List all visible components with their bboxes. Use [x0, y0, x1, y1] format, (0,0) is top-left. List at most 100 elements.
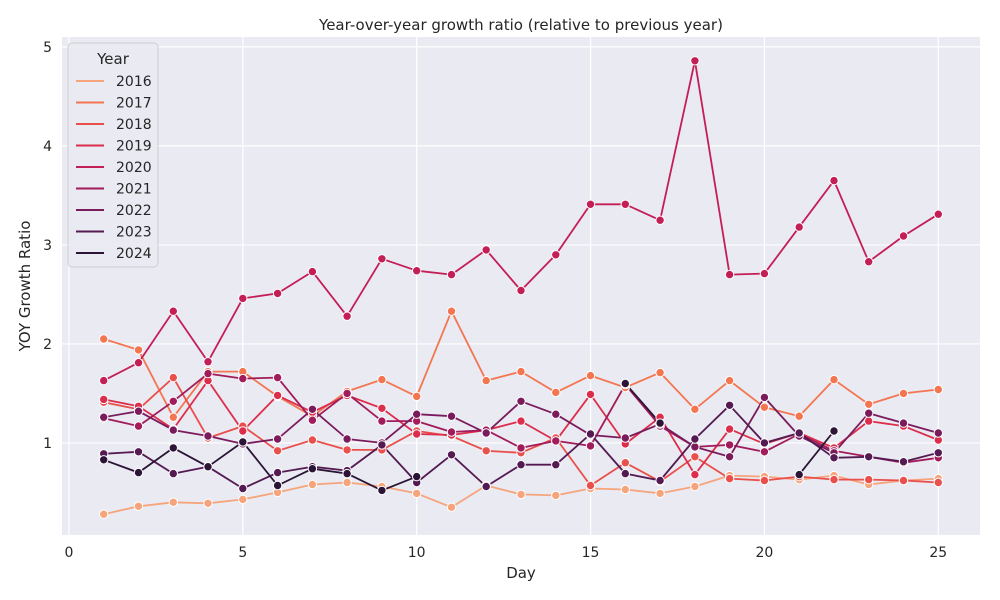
data-point-2022 [690, 442, 700, 452]
data-point-2024 [238, 437, 248, 447]
data-point-2020 [551, 250, 561, 260]
data-point-2020 [655, 215, 665, 225]
x-tick-label: 5 [238, 545, 247, 561]
data-point-2022 [203, 431, 213, 441]
data-point-2024 [794, 469, 804, 480]
data-point-2017 [898, 388, 909, 399]
data-point-2021 [238, 373, 248, 384]
legend-label: 2019 [116, 139, 152, 155]
data-point-2018 [898, 475, 909, 486]
data-point-2017 [585, 370, 596, 381]
data-point-2020 [238, 293, 248, 304]
data-point-2019 [377, 403, 387, 413]
data-point-2020 [133, 358, 144, 368]
data-point-2019 [724, 424, 735, 434]
data-point-2019 [585, 389, 596, 400]
legend-entry-2020: 2020 [76, 160, 152, 176]
legend-entry-2023: 2023 [76, 225, 152, 241]
data-point-2016 [307, 479, 318, 490]
data-point-2016 [655, 488, 665, 499]
data-point-2016 [168, 497, 179, 507]
data-point-2020 [342, 311, 352, 321]
data-point-2020 [585, 199, 596, 210]
data-point-2019 [516, 416, 526, 426]
data-point-2024 [412, 471, 422, 482]
data-point-2020 [620, 199, 630, 210]
data-point-2022 [724, 452, 735, 462]
data-point-2017 [99, 334, 109, 344]
legend-entry-2018: 2018 [76, 117, 152, 133]
x-tick-labels: 0 5 10 15 20 25 [64, 545, 947, 561]
data-point-2016 [412, 488, 422, 499]
data-point-2023 [377, 440, 387, 450]
data-point-2020 [446, 269, 457, 280]
data-point-2017 [655, 367, 665, 378]
data-point-2019 [238, 426, 248, 436]
data-point-2021 [133, 421, 144, 431]
data-point-2021 [516, 443, 526, 453]
data-point-2017 [481, 375, 491, 386]
data-point-2020 [168, 306, 179, 316]
data-point-2024 [307, 464, 318, 474]
data-point-2019 [99, 394, 109, 405]
data-point-2023 [759, 438, 770, 448]
series-points [99, 56, 943, 519]
legend-label: 2017 [116, 96, 152, 112]
data-point-2021 [551, 436, 561, 446]
data-point-2020 [864, 257, 874, 267]
y-tick-labels: 1 2 3 4 5 [43, 40, 52, 452]
data-point-2016 [690, 481, 700, 492]
legend-entry-2024: 2024 [76, 246, 152, 262]
data-point-2021 [203, 368, 213, 379]
legend: Year 2016 2017 2018 2019 2020 2021 2022 2023 202… [67, 42, 159, 268]
data-point-2018 [724, 473, 735, 484]
data-point-2016 [203, 498, 213, 508]
data-point-2017 [724, 375, 735, 386]
legend-entry-2021: 2021 [76, 182, 152, 198]
data-point-2022 [133, 406, 144, 416]
data-point-2016 [342, 477, 352, 488]
chart-title: Year-over-year growth ratio (relative to… [318, 16, 723, 34]
data-point-2016 [99, 509, 109, 519]
data-point-2022 [307, 404, 318, 414]
data-point-2016 [551, 490, 561, 501]
legend-entry-2022: 2022 [76, 203, 152, 219]
x-tick-label: 25 [929, 545, 947, 561]
data-point-2020 [759, 268, 770, 279]
data-point-2023 [446, 450, 457, 460]
data-point-2019 [412, 429, 422, 439]
data-point-2020 [481, 245, 491, 255]
data-point-2022 [864, 408, 874, 418]
data-point-2020 [99, 375, 109, 386]
data-point-2022 [272, 434, 283, 444]
x-axis-label: Day [506, 564, 536, 582]
data-point-2022 [759, 392, 770, 403]
data-point-2017 [516, 366, 526, 377]
data-point-2020 [933, 209, 943, 219]
data-point-2020 [412, 266, 422, 276]
data-point-2017 [864, 399, 874, 409]
data-point-2021 [168, 396, 179, 406]
data-point-2020 [203, 357, 213, 367]
y-axis-label: YOY Growth Ratio [16, 221, 34, 353]
data-point-2023 [690, 434, 700, 444]
y-tick-label: 2 [43, 337, 52, 353]
x-tick-label: 15 [582, 545, 600, 561]
legend-label: 2024 [116, 246, 152, 262]
data-point-2016 [620, 484, 630, 495]
data-point-2024 [203, 462, 213, 472]
data-point-2023 [516, 460, 526, 470]
data-point-2017 [794, 411, 804, 421]
data-point-2024 [99, 455, 109, 465]
data-point-2017 [377, 374, 387, 385]
data-point-2021 [724, 440, 735, 450]
data-point-2018 [759, 475, 770, 486]
data-point-2024 [620, 378, 630, 389]
data-point-2017 [412, 391, 422, 402]
legend-title: Year [96, 50, 130, 68]
legend-label: 2021 [116, 182, 152, 198]
data-point-2018 [690, 452, 700, 462]
data-point-2017 [551, 387, 561, 398]
legend-entry-2019: 2019 [76, 139, 152, 155]
